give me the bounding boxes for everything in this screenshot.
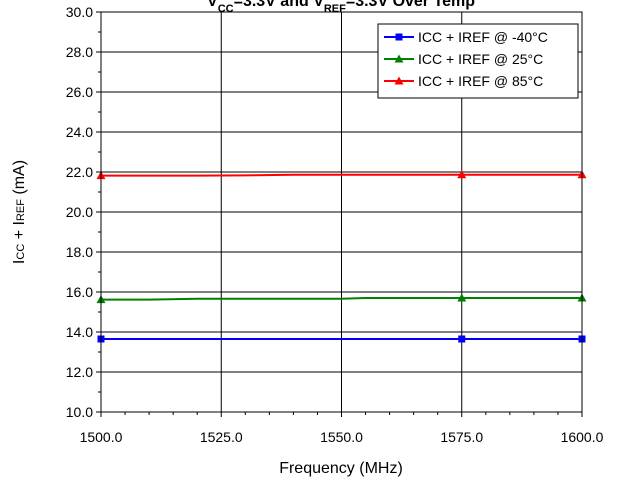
y-tick-label: 28.0 [66, 44, 93, 60]
x-tick-label: 1525.0 [200, 429, 243, 445]
chart-title-part-0: V [207, 0, 218, 10]
legend-label: ICC + IREF @ 25°C [418, 51, 543, 67]
data-point [457, 170, 467, 179]
y-tick-label: 30.0 [66, 4, 93, 20]
y-tick-label: 26.0 [66, 84, 93, 100]
x-tick-label: 1500.0 [80, 429, 123, 445]
y-axis-title-part-4: (mA) [11, 160, 28, 199]
chart-title-part-4: =3.3V Over Temp [346, 0, 475, 10]
y-tick-label: 12.0 [66, 364, 93, 380]
y-axis-title-part-1: CC [15, 244, 27, 260]
y-axis-title-part-3: REF [15, 199, 27, 221]
legend-swatch-marker [394, 76, 404, 85]
legend-entry: ICC + IREF @ -40°C [384, 29, 548, 45]
y-tick-label: 24.0 [66, 124, 93, 140]
series-line [101, 173, 582, 177]
y-tick-label: 16.0 [66, 284, 93, 300]
legend-entry: ICC + IREF @ 25°C [384, 51, 543, 67]
x-tick-label: 1575.0 [440, 429, 483, 445]
data-point [457, 293, 467, 302]
chart-title-part-1: CC [218, 3, 234, 15]
legend-swatch-marker [394, 54, 404, 63]
x-tick-label: 1600.0 [561, 429, 604, 445]
data-point [458, 335, 466, 343]
legend-label: ICC + IREF @ 85°C [418, 73, 543, 89]
legend-entries: ICC + IREF @ -40°C ICC + IREF @ 25°C ICC +… [384, 29, 548, 89]
y-tick-label: 22.0 [66, 164, 93, 180]
chart-title-part-2: =3.3V and V [234, 0, 325, 10]
grid [101, 12, 582, 412]
x-axis-title: Frequency (MHz) [279, 460, 403, 477]
y-tick-label: 18.0 [66, 244, 93, 260]
legend: ICC + IREF @ -40°C ICC + IREF @ 25°C ICC +… [377, 23, 579, 99]
legend-label: ICC + IREF @ -40°C [418, 29, 548, 45]
ticks: 10.0 12.0 14.0 16.0 18.0 20.0 22.0 24.0 26.0 28.0… [66, 4, 604, 445]
y-tick-label: 14.0 [66, 324, 93, 340]
series-line [101, 297, 582, 301]
y-tick-label: 20.0 [66, 204, 93, 220]
legend-swatch-marker [395, 33, 403, 41]
y-axis-title: ICC + IREF (mA) [11, 160, 28, 264]
legend-entry: ICC + IREF @ 85°C [384, 73, 543, 89]
y-axis-title-part-0: I [11, 260, 28, 264]
chart-title-part-3: REF [324, 3, 346, 15]
y-axis-title-part-2: + I [11, 221, 28, 244]
x-tick-label: 1550.0 [320, 429, 363, 445]
y-tick-label: 10.0 [66, 404, 93, 420]
